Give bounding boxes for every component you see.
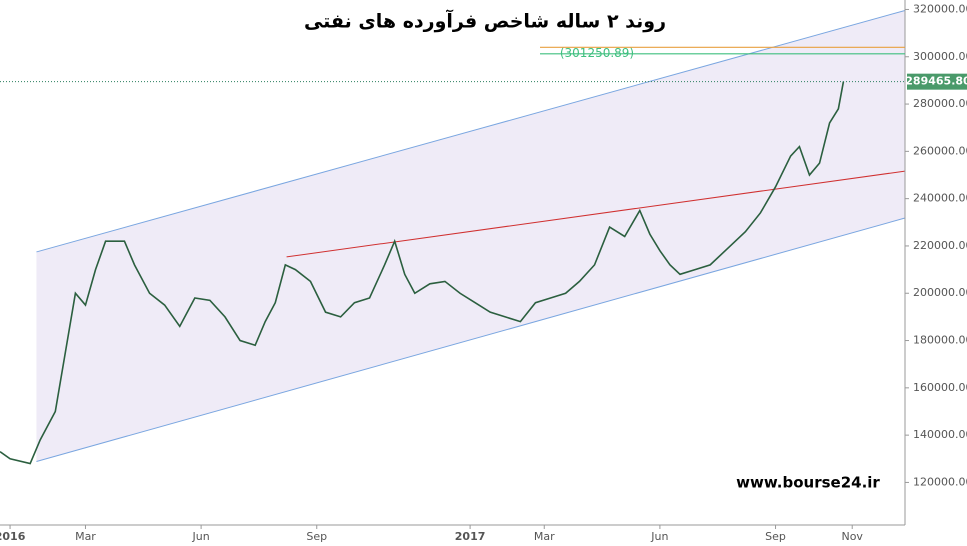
- y-tick-label: 280000.00: [913, 97, 967, 110]
- x-tick-label: Mar: [534, 530, 555, 543]
- x-tick-label: Jun: [650, 530, 668, 543]
- y-tick-label: 140000.00: [913, 428, 967, 441]
- chart-title: روند ۲ ساله شاخص فرآورده های نفتی: [304, 9, 666, 33]
- x-tick-label: 2016: [0, 530, 26, 543]
- y-tick-label: 160000.00: [913, 381, 967, 394]
- y-tick-label: 260000.00: [913, 144, 967, 157]
- y-tick-label: 300000.00: [913, 50, 967, 63]
- y-tick-label: 180000.00: [913, 334, 967, 347]
- y-tick-label: 320000.00: [913, 2, 967, 15]
- price-line: [0, 81, 845, 465]
- level-label: (301250.89): [560, 46, 634, 60]
- x-tick-label: Sep: [765, 530, 786, 543]
- y-tick-label: 240000.00: [913, 192, 967, 205]
- watermark: www.bourse24.ir: [736, 474, 880, 492]
- x-tick-label: Nov: [841, 530, 863, 543]
- x-tick-label: 2017: [455, 530, 486, 543]
- x-tick-label: Jun: [192, 530, 210, 543]
- channel-area: [36, 10, 905, 462]
- x-tick-label: Sep: [306, 530, 327, 543]
- x-tick-label: Mar: [75, 530, 96, 543]
- channel-line: [36, 9, 906, 253]
- channel-line: [36, 217, 906, 462]
- last-price-box: [907, 73, 967, 90]
- y-tick-label: 200000.00: [913, 286, 967, 299]
- y-tick-label: 120000.00: [913, 475, 967, 488]
- trend-line: [286, 170, 906, 258]
- y-tick-label: 220000.00: [913, 239, 967, 252]
- plot-layer: [0, 9, 906, 465]
- last-price-label: 289465.80: [905, 75, 967, 88]
